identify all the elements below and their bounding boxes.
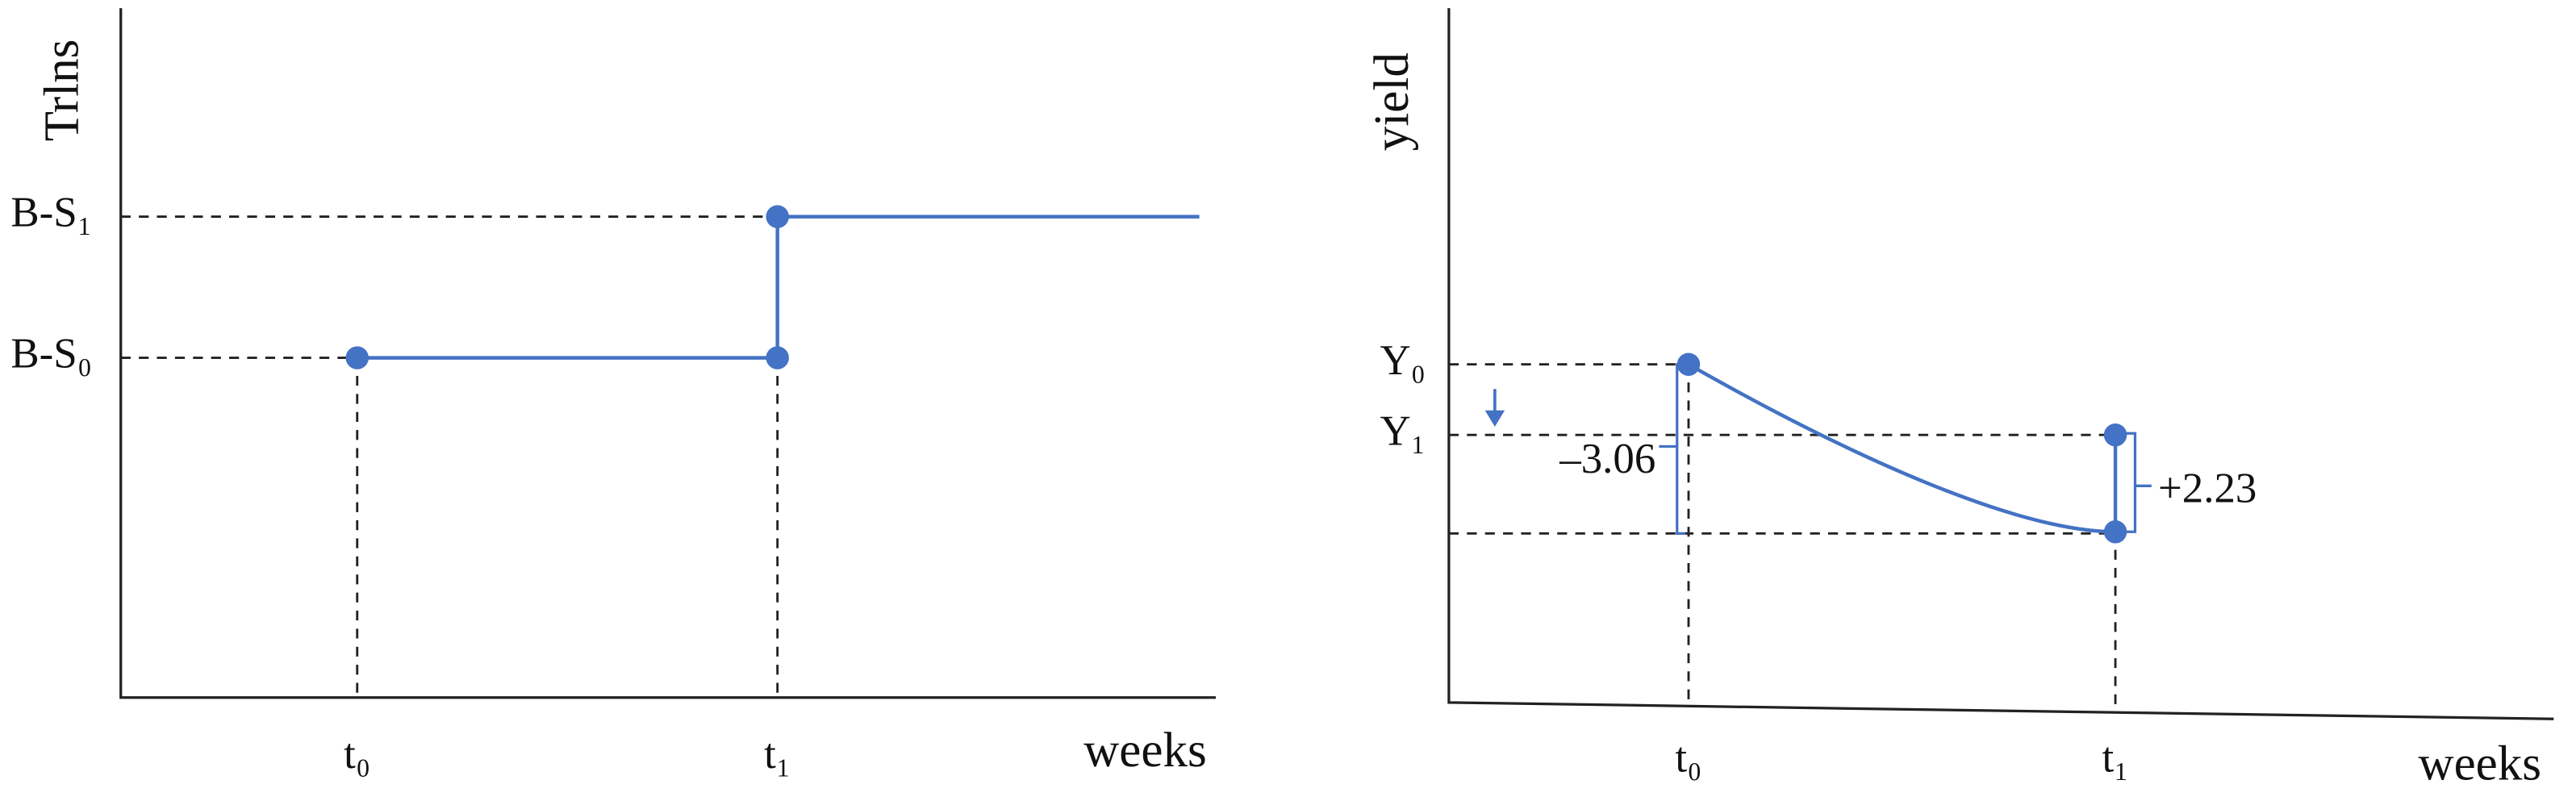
arrow-head	[1484, 410, 1505, 428]
axes	[1447, 8, 2554, 720]
bracket	[1676, 363, 1685, 535]
y-label: Trlns	[35, 40, 90, 142]
yield-curve	[1687, 362, 2116, 534]
y-tick-label: B-S₁	[10, 190, 92, 236]
point	[766, 205, 789, 228]
x-label: weeks	[2419, 736, 2542, 791]
annotation: +2.23	[2158, 465, 2257, 512]
x-tick-label: t₁	[2102, 734, 2128, 781]
step-line	[357, 215, 1200, 360]
x-tick-label: t₁	[764, 731, 791, 778]
bracket	[2125, 432, 2137, 533]
point	[766, 346, 789, 369]
annotation: –3.06	[1559, 436, 1655, 482]
x-tick-label: t₀	[1675, 734, 1701, 781]
x-tick-label: t₀	[344, 731, 370, 778]
x-label: weeks	[1083, 724, 1207, 778]
left-panel: Trlns B-S₁ B-S₀ t₀ t₁ weeks	[10, 8, 1216, 778]
y-tick-label: Y₀	[1380, 337, 1426, 384]
point	[2103, 423, 2127, 447]
point	[1676, 353, 1701, 376]
y-tick-label: Y₁	[1380, 407, 1426, 454]
right-panel: yield Y₀ Y₁ –3.06 +2.23 t₀ t₁ weeks	[1365, 8, 2554, 791]
point	[2103, 520, 2127, 544]
y-tick-label: B-S₀	[10, 331, 92, 378]
y-label: yield	[1365, 52, 1419, 151]
point	[345, 346, 369, 369]
axes	[119, 8, 1216, 699]
